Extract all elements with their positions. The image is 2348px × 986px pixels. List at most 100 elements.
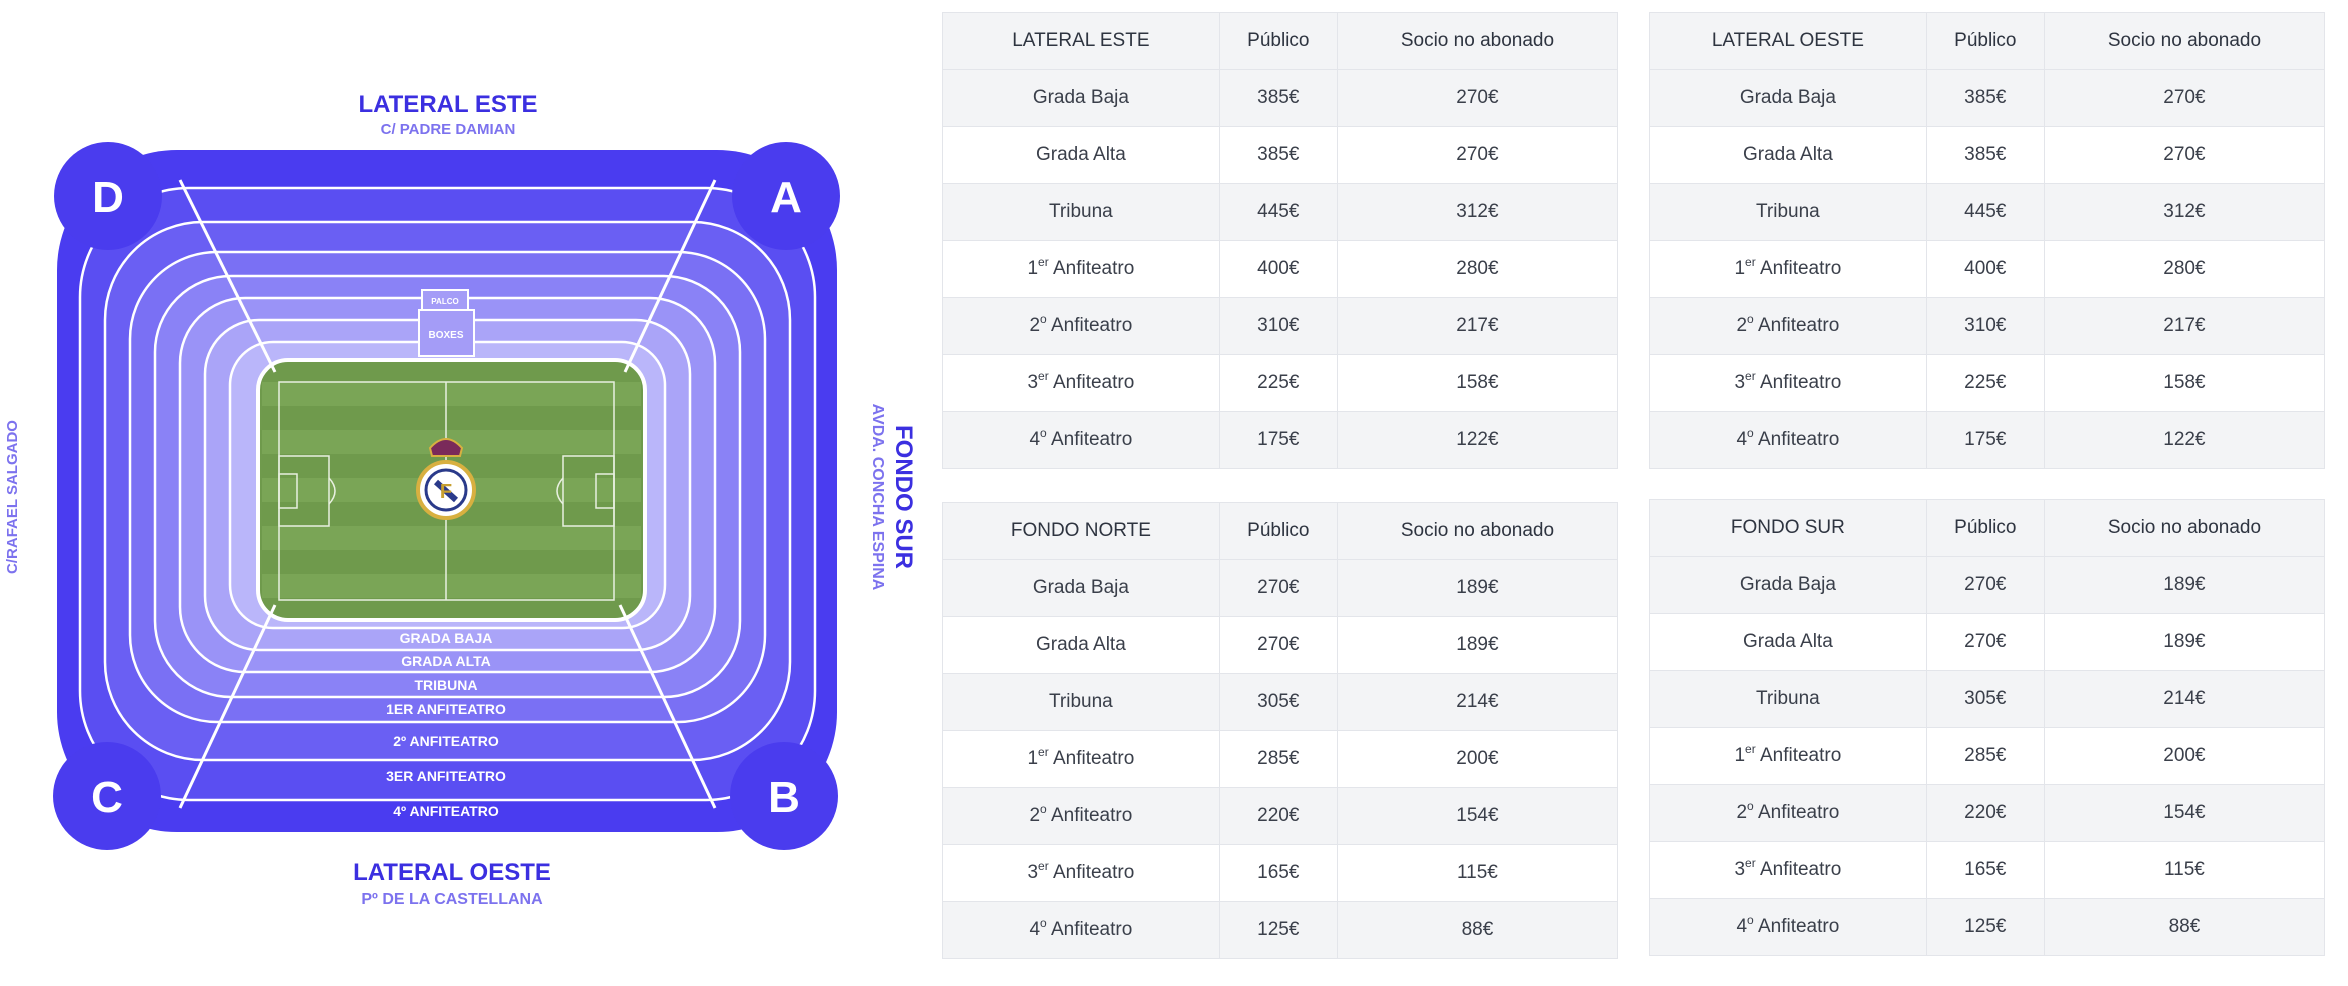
price-socio: 270€: [1336, 69, 1619, 127]
section-name: Anfiteatro: [1755, 859, 1842, 880]
price-socio: 122€: [1336, 411, 1619, 469]
section-cell: 4o Anfiteatro: [942, 411, 1220, 469]
table-row: Tribuna 305€ 214€: [942, 673, 1619, 731]
section-name: Anfiteatro: [1048, 862, 1135, 883]
price-publico: 445€: [1925, 183, 2045, 241]
section-cell: Grada Baja: [942, 559, 1220, 617]
table-row: Grada Alta 270€ 189€: [942, 616, 1619, 674]
top-stand-label: LATERAL ESTE: [358, 91, 537, 118]
price-publico: 385€: [1925, 126, 2045, 184]
price-publico: 225€: [1925, 354, 2045, 412]
ordinal-suffix: er: [1038, 745, 1049, 759]
club-crest-icon: F: [416, 438, 476, 520]
ordinal-suffix: o: [1040, 802, 1047, 816]
ordinal-suffix: er: [1745, 856, 1756, 870]
section-name: Tribuna: [1756, 688, 1820, 709]
ordinal: 2: [1029, 315, 1041, 336]
table-row: 3er Anfiteatro 225€ 158€: [942, 354, 1619, 412]
price-socio: 158€: [1336, 354, 1619, 412]
price-socio: 154€: [2043, 784, 2326, 842]
table-row: Grada Alta 385€ 270€: [1649, 126, 2326, 184]
table-row: Grada Baja 385€ 270€: [1649, 69, 2326, 127]
ordinal-suffix: er: [1745, 742, 1756, 756]
gate-c: C: [53, 742, 161, 850]
header-section: LATERAL OESTE: [1649, 12, 1927, 70]
table-header: LATERAL OESTE Público Socio no abonado: [1649, 12, 2326, 70]
table-header: FONDO NORTE Público Socio no abonado: [942, 502, 1619, 560]
section-name: Anfiteatro: [1046, 429, 1133, 450]
section-name: Tribuna: [1049, 201, 1113, 222]
svg-text:F: F: [440, 481, 452, 503]
price-publico: 125€: [1218, 901, 1338, 959]
price-socio: 189€: [1336, 616, 1619, 674]
ordinal-suffix: er: [1038, 369, 1049, 383]
section-cell: Tribuna: [942, 183, 1220, 241]
header-socio: Socio no abonado: [2043, 499, 2326, 557]
price-socio: 312€: [1336, 183, 1619, 241]
price-socio: 115€: [2043, 841, 2326, 899]
section-name: Anfiteatro: [1048, 372, 1135, 393]
ordinal-suffix: er: [1745, 255, 1756, 269]
price-socio: 280€: [2043, 240, 2326, 298]
ordinal-suffix: er: [1038, 255, 1049, 269]
price-publico: 270€: [1925, 613, 2045, 671]
table-row: Grada Baja 385€ 270€: [942, 69, 1619, 127]
table-row: 4o Anfiteatro 175€ 122€: [1649, 411, 2326, 469]
section-label-1er-anfiteatro: 1ER ANFITEATRO: [386, 701, 506, 717]
section-cell: Grada Alta: [942, 616, 1220, 674]
left-street-label: C/RAFAEL SALGADO: [4, 420, 21, 574]
header-publico: Público: [1218, 12, 1338, 70]
section-cell: 2o Anfiteatro: [942, 787, 1220, 845]
section-name: Grada Alta: [1742, 631, 1833, 652]
table-row: Grada Alta 270€ 189€: [1649, 613, 2326, 671]
price-socio: 270€: [2043, 126, 2326, 184]
ordinal: 4: [1736, 916, 1748, 937]
ordinal-suffix: o: [1747, 913, 1754, 927]
header-socio: Socio no abonado: [1336, 12, 1619, 70]
table-header: LATERAL ESTE Público Socio no abonado: [942, 12, 1619, 70]
right-street-label: AVDA. CONCHA ESPINA: [869, 404, 886, 591]
section-cell: 4o Anfiteatro: [1649, 898, 1927, 956]
section-label-4o-anfiteatro: 4º ANFITEATRO: [393, 803, 499, 819]
section-name: Grada Baja: [1739, 574, 1836, 595]
table-row: Grada Baja 270€ 189€: [942, 559, 1619, 617]
ordinal: 1: [1734, 745, 1746, 766]
price-publico: 285€: [1925, 727, 2045, 785]
pitch-stripe: [262, 526, 641, 550]
ordinal-suffix: o: [1747, 426, 1754, 440]
table-row: 4o Anfiteatro 125€ 88€: [1649, 898, 2326, 956]
table-row: 2o Anfiteatro 310€ 217€: [942, 297, 1619, 355]
section-cell: 4o Anfiteatro: [942, 901, 1220, 959]
section-name: Anfiteatro: [1753, 429, 1840, 450]
table-row: 2o Anfiteatro 220€ 154€: [942, 787, 1619, 845]
price-socio: 154€: [1336, 787, 1619, 845]
section-cell: Tribuna: [942, 673, 1220, 731]
price-socio: 189€: [1336, 559, 1619, 617]
section-name: Grada Alta: [1035, 144, 1126, 165]
section-name: Anfiteatro: [1755, 258, 1842, 279]
price-socio: 280€: [1336, 240, 1619, 298]
section-name: Anfiteatro: [1046, 919, 1133, 940]
section-label-2o-anfiteatro: 2º ANFITEATRO: [393, 733, 499, 749]
ordinal: 1: [1734, 258, 1746, 279]
palco-box: PALCO BOXES: [418, 289, 475, 357]
price-table-lateral-este: LATERAL ESTE Público Socio no abonado Grada…: [942, 12, 1619, 469]
price-publico: 305€: [1218, 673, 1338, 731]
table-row: Tribuna 445€ 312€: [942, 183, 1619, 241]
price-socio: 217€: [1336, 297, 1619, 355]
price-publico: 270€: [1218, 559, 1338, 617]
header-socio: Socio no abonado: [1336, 502, 1619, 560]
price-socio: 158€: [2043, 354, 2326, 412]
section-cell: Tribuna: [1649, 670, 1927, 728]
gate-a-label: A: [770, 173, 802, 222]
section-cell: 1er Anfiteatro: [1649, 240, 1927, 298]
price-publico: 165€: [1925, 841, 2045, 899]
section-label-grada-baja: GRADA BAJA: [400, 630, 493, 646]
table-row: 4o Anfiteatro 175€ 122€: [942, 411, 1619, 469]
section-cell: 1er Anfiteatro: [942, 730, 1220, 788]
price-table-fondo-sur: FONDO SUR Público Socio no abonado Grada Ba…: [1649, 499, 2326, 956]
gate-a: A: [732, 142, 840, 250]
table-row: Tribuna 445€ 312€: [1649, 183, 2326, 241]
section-cell: 3er Anfiteatro: [942, 354, 1220, 412]
pitch-stripe: [262, 574, 641, 598]
